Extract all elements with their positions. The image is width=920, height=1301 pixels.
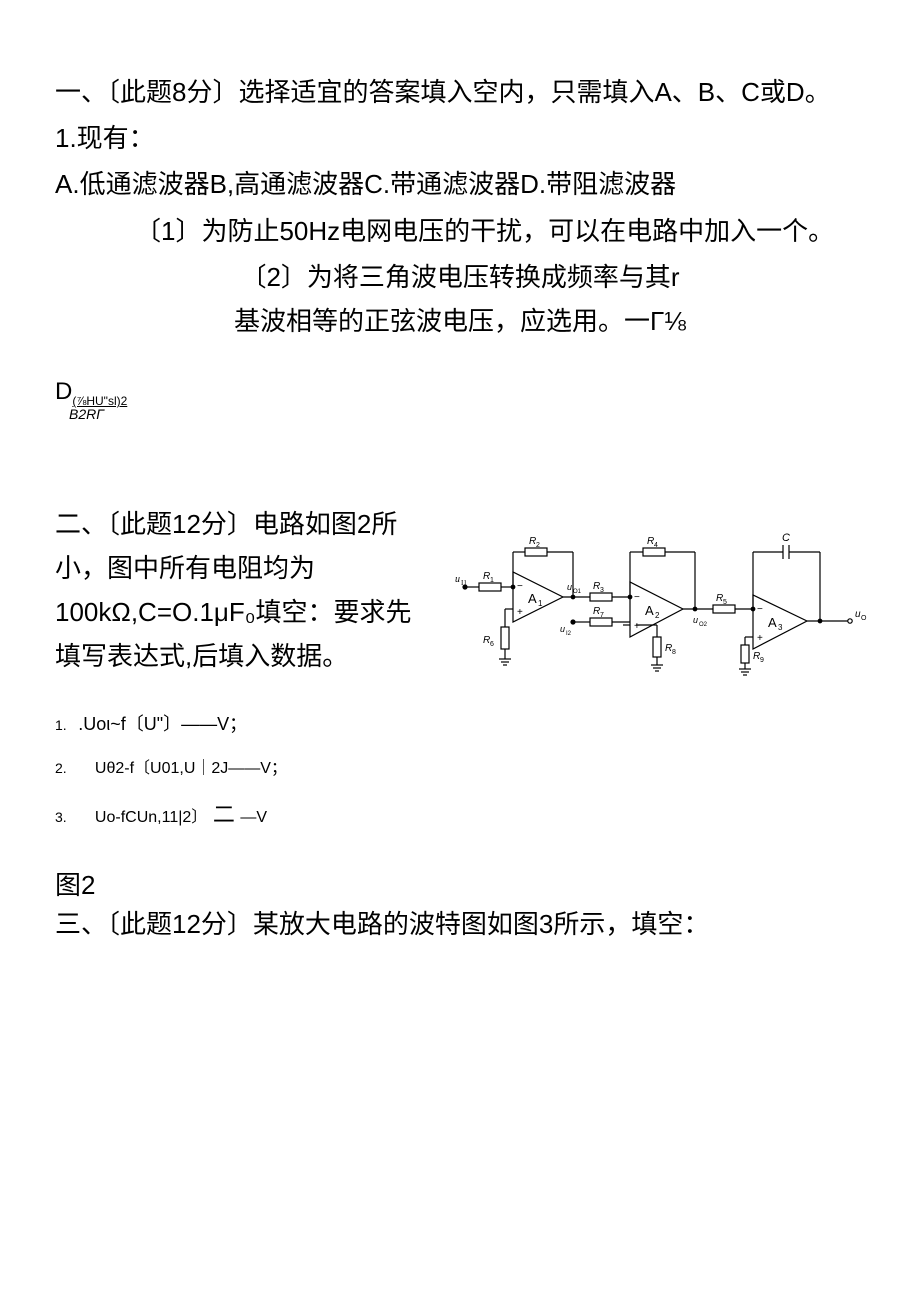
svg-text:3: 3 [600, 587, 604, 594]
svg-text:u: u [455, 574, 460, 585]
svg-text:+: + [757, 633, 763, 644]
svg-text:+: + [634, 621, 640, 632]
item2-txt: Uθ2-f〔U01,U｜2J——V； [95, 760, 287, 777]
item1-txt: .Uoι~f〔U"〕——V； [78, 714, 247, 734]
svg-text:4: 4 [654, 542, 658, 549]
svg-text:C: C [782, 532, 790, 544]
svg-text:8: 8 [672, 649, 676, 656]
item3-txt-a: Uo-fCUn,11|2〕 [95, 809, 207, 826]
formula-block: D(⅞HU"sl)2 B2RΓ [55, 378, 865, 422]
section2-item2: 2. Uθ2-f〔U01,U｜2J——V； [55, 754, 865, 779]
circuit-diagram: u I1 R 1 R 2 A 1 − + [455, 517, 885, 687]
svg-text:+: + [517, 607, 523, 618]
item3-num: 3. [55, 809, 67, 825]
svg-text:A: A [768, 615, 777, 630]
svg-text:A: A [528, 591, 537, 606]
section3-title: 三、〔此题12分〕某放大电路的波特图如图3所示，填空： [55, 902, 865, 946]
svg-text:u: u [693, 615, 698, 625]
section2-item1: 1. .Uoι~f〔U"〕——V； [55, 710, 865, 736]
q1-sub1: 〔1〕为防止50Hz电网电压的干扰，可以在电路中加入一个。 [55, 209, 865, 253]
q1-sub2a-text: 〔2〕为将三角波电压转换成频率与其r [240, 262, 679, 292]
svg-text:3: 3 [778, 623, 783, 632]
svg-text:O2: O2 [699, 622, 708, 628]
section2-title: 二、〔此题12分〕电路如图2所小，图中所有电阻均为100kΩ,C=O.1μF₀填… [55, 502, 435, 679]
item2-num: 2. [55, 760, 67, 776]
svg-text:6: 6 [490, 641, 494, 648]
q1-intro: 1.现有： [55, 116, 865, 160]
section2-left: 二、〔此题12分〕电路如图2所小，图中所有电阻均为100kΩ,C=O.1μF₀填… [55, 502, 435, 679]
svg-text:1: 1 [490, 577, 494, 584]
svg-text:5: 5 [723, 599, 727, 606]
svg-text:−: − [634, 592, 640, 603]
item1-num: 1. [55, 717, 67, 733]
svg-text:−: − [517, 581, 523, 592]
q1-sub2b: 基波相等的正弦波电压，应选用。一Γ⅛ [55, 299, 865, 343]
formula-b-line: B2RΓ [55, 406, 865, 422]
svg-text:O1: O1 [573, 589, 582, 595]
q1-sub2b-text: 基波相等的正弦波电压，应选用。一Γ⅛ [234, 306, 686, 336]
svg-text:I2: I2 [566, 631, 572, 637]
svg-text:O: O [861, 615, 867, 622]
q1-options: A.低通滤波器B,高通滤波器C.带通滤波器D.带阻滤波器 [55, 162, 865, 206]
svg-text:u: u [560, 624, 565, 634]
svg-text:A: A [645, 603, 654, 618]
formula-d-main: D [55, 378, 72, 405]
item3-txt-c: —V [240, 809, 267, 826]
q1-sub2a: 〔2〕为将三角波电压转换成频率与其r [55, 255, 865, 299]
item3-txt-b: 二 [213, 802, 235, 827]
section2-right: u I1 R 1 R 2 A 1 − + [455, 502, 885, 692]
svg-text:I1: I1 [461, 579, 467, 587]
svg-text:2: 2 [536, 542, 540, 549]
svg-text:−: − [757, 604, 763, 615]
section2-item3: 3. Uo-fCUn,11|2〕 二 —V [55, 797, 865, 829]
section2-row: 二、〔此题12分〕电路如图2所小，图中所有电阻均为100kΩ,C=O.1μF₀填… [55, 502, 865, 692]
svg-text:9: 9 [760, 657, 764, 664]
section1-title: 一、〔此题8分〕选择适宜的答案填入空内，只需填入A、B、C或D。 [55, 70, 865, 114]
svg-text:7: 7 [600, 612, 604, 619]
svg-text:u: u [567, 582, 572, 592]
figure2-label: 图2 [55, 865, 865, 902]
svg-text:2: 2 [655, 611, 660, 620]
formula-d-line: D(⅞HU"sl)2 [55, 378, 865, 408]
svg-text:1: 1 [538, 599, 543, 608]
